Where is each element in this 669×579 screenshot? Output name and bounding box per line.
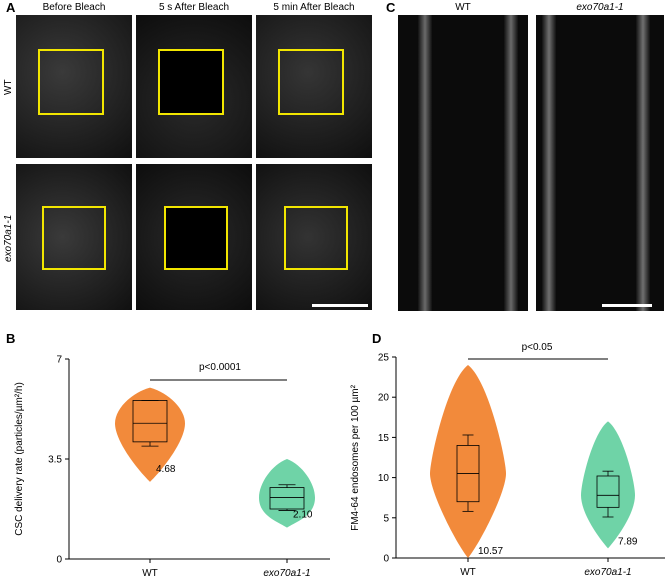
- y-tick-label: 10: [378, 473, 390, 484]
- x-tick-label: exo70a1-1: [263, 568, 310, 579]
- y-tick-label: 7: [56, 355, 62, 366]
- micrograph-mutant-before: [16, 164, 132, 310]
- violin-shape: [430, 365, 506, 558]
- micrograph-c-wt: [398, 15, 528, 311]
- micrograph-mutant-5min: [256, 164, 372, 310]
- bleach-roi: [158, 49, 224, 115]
- y-tick-label: 20: [378, 393, 390, 404]
- panel-a-row-wt: WT: [3, 79, 14, 95]
- bleach-roi: [284, 206, 348, 270]
- x-tick-label: WT: [142, 568, 158, 579]
- violin-shape: [581, 421, 635, 549]
- bleach-roi: [42, 206, 106, 270]
- y-axis-label: CSC delivery rate (particles/µm²/h): [14, 382, 25, 536]
- p-value-annotation: p<0.05: [522, 342, 553, 353]
- bleach-roi: [164, 206, 228, 270]
- panel-d-letter: D: [372, 331, 382, 346]
- iqr-box: [269, 487, 305, 510]
- mean-value-label: 4.68: [156, 464, 176, 475]
- cell-wall-right: [504, 15, 518, 311]
- y-tick-label: 0: [56, 555, 62, 566]
- y-tick-label: 15: [378, 433, 390, 444]
- mean-value-label: 2.10: [293, 510, 313, 521]
- panel-c-col-wt: WT: [455, 2, 471, 13]
- micrograph-wt-5min: [256, 15, 372, 158]
- bleach-roi: [38, 49, 104, 115]
- scale-bar: [312, 304, 368, 307]
- chart-b: 0 3.5 7 CSC delivery rate (particles/µm²/h…: [14, 355, 330, 579]
- panel-a-row-mutant: exo70a1-1: [3, 214, 14, 262]
- bleach-roi: [278, 49, 344, 115]
- panel-a-col-before: Before Bleach: [42, 2, 106, 13]
- iqr-box: [132, 400, 168, 443]
- panel-c-col-mutant: exo70a1-1: [576, 2, 624, 13]
- y-tick-label: 25: [378, 353, 390, 364]
- y-tick-label: 5: [383, 513, 389, 524]
- mean-value-label: 10.57: [478, 546, 503, 557]
- panel-a-col-5s: 5 s After Bleach: [158, 2, 230, 13]
- p-value-annotation: p<0.0001: [199, 362, 241, 373]
- scale-bar: [602, 304, 652, 307]
- iqr-box: [596, 475, 620, 508]
- violin-shape: [115, 387, 185, 482]
- micrograph-wt-before: [16, 15, 132, 158]
- cell-wall-left: [542, 15, 556, 311]
- micrograph-mutant-5s: [136, 164, 252, 310]
- y-tick-label: 0: [383, 554, 389, 565]
- x-tick-label: WT: [460, 567, 476, 578]
- panel-a-col-5min: 5 min After Bleach: [273, 2, 355, 13]
- panel-b-letter: B: [6, 331, 16, 346]
- cell-wall-left: [418, 15, 432, 311]
- violin-shape: [259, 459, 315, 528]
- cell-wall-right: [636, 15, 650, 311]
- y-axis-label: FM4-64 endosomes per 100 µm²: [350, 384, 361, 530]
- panel-a-letter: A: [6, 0, 16, 15]
- mean-value-label: 7.89: [618, 536, 638, 547]
- panel-c-letter: C: [386, 0, 396, 15]
- x-tick-label: exo70a1-1: [584, 567, 631, 578]
- micrograph-wt-5s: [136, 15, 252, 158]
- micrograph-c-mutant: [536, 15, 664, 311]
- y-tick-label: 3.5: [48, 455, 62, 466]
